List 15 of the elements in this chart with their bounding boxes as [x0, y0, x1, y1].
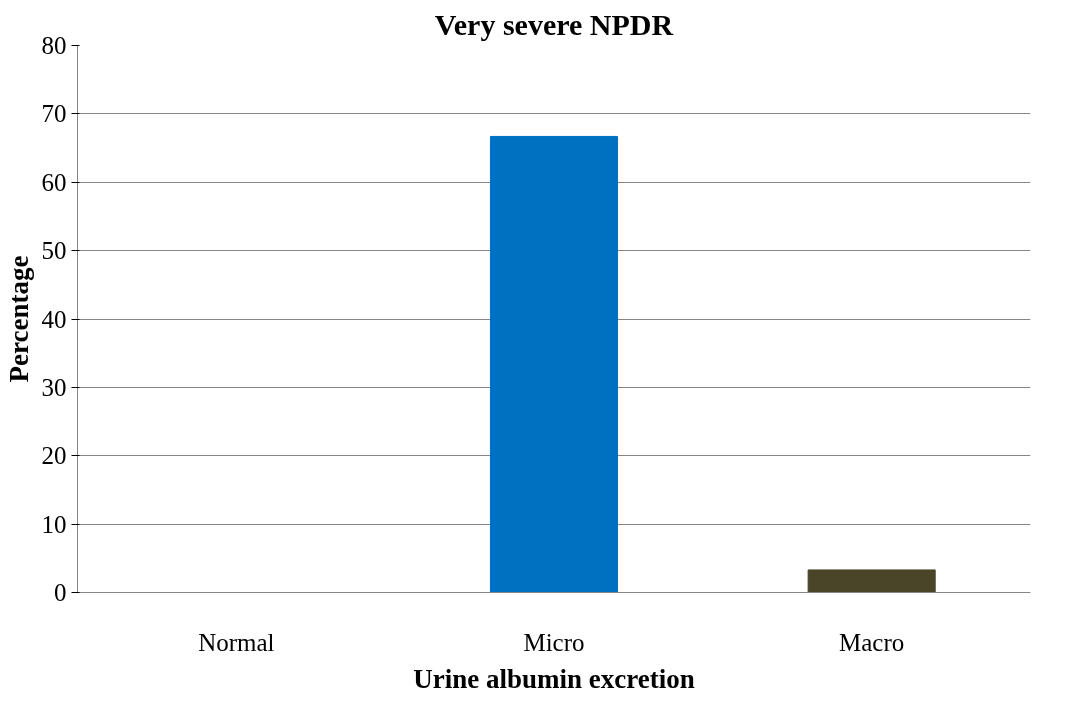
y-tick-label: 80 [41, 32, 67, 59]
x-tick-label: Normal [198, 628, 275, 656]
x-axis-title: Urine albumin excretion [413, 663, 695, 694]
y-tick-label: 30 [41, 373, 67, 401]
y-tick-label: 0 [54, 579, 67, 606]
x-tick-label: Micro [523, 628, 585, 656]
y-tick-label: 20 [41, 442, 67, 470]
x-tick-label: Macro [839, 628, 905, 656]
y-tick-label: 70 [41, 100, 67, 128]
y-tick-label: 40 [41, 305, 67, 333]
y-tick-label: 10 [41, 510, 67, 538]
y-axis-title: Percentage [3, 255, 34, 383]
y-tick-label: 50 [41, 237, 67, 265]
y-tick-label: 60 [41, 168, 67, 196]
chart-title: Very severe NPDR [434, 7, 674, 41]
